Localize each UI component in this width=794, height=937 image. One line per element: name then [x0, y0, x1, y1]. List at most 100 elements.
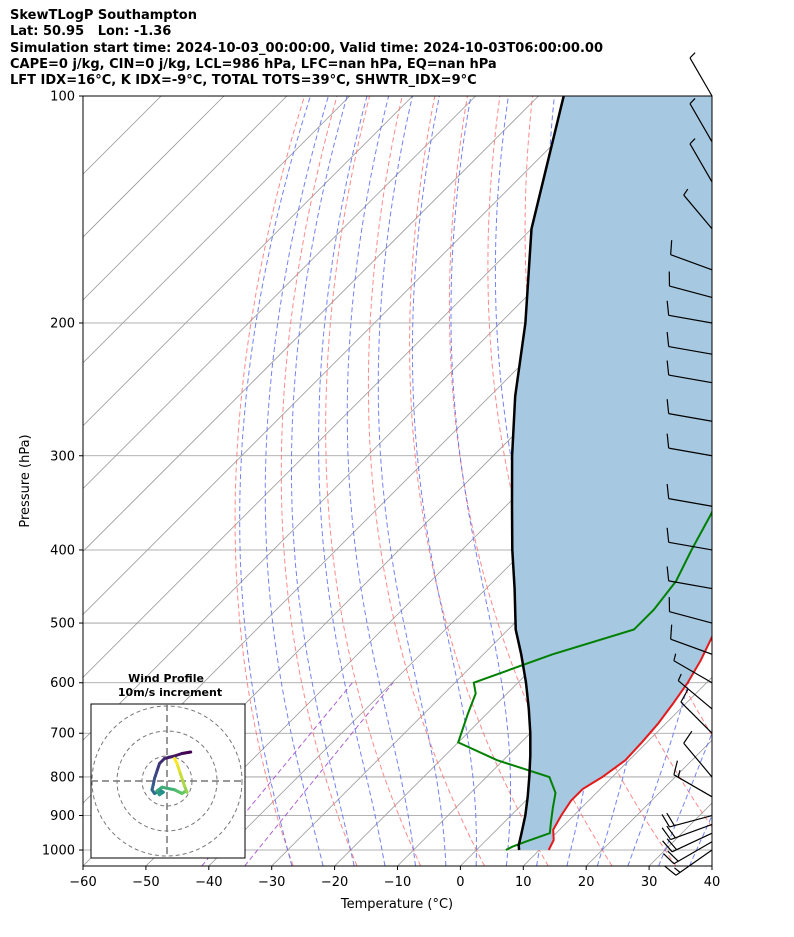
wind-barb	[666, 399, 713, 422]
wind-barb-flag	[670, 240, 673, 255]
wind-barb-staff	[689, 103, 713, 143]
wind-barb	[670, 240, 713, 271]
x-tick-label: −60	[69, 875, 96, 890]
wind-barb-flag	[680, 689, 689, 703]
y-tick-label: 700	[50, 727, 75, 742]
wind-barb-staff	[668, 374, 713, 384]
hodograph-plot	[91, 704, 245, 858]
dry-adiabat	[487, 96, 677, 866]
chart-title-location: Lat: 50.95 Lon: -1.36	[10, 24, 172, 40]
wind-barb-half-flag	[683, 188, 689, 196]
hodograph-subtitle: 10m/s increment	[118, 686, 222, 699]
wind-barb-staff	[668, 447, 713, 457]
data-layer	[456, 96, 712, 851]
wind-barb-half-flag	[689, 52, 696, 59]
wind-barb-staff	[668, 498, 713, 507]
wind-barb-staff	[689, 57, 713, 97]
wind-barb-half-flag	[689, 138, 696, 145]
dry-adiabat	[280, 96, 358, 866]
wind-barb	[668, 271, 713, 299]
wind-barb	[689, 138, 713, 183]
wind-barb-half-flag	[689, 98, 696, 105]
wind-barb-staff	[668, 345, 713, 355]
wind-barb-staff	[670, 254, 713, 271]
wind-barb-flag	[670, 624, 673, 640]
wind-barb	[668, 597, 713, 624]
wind-barb	[666, 433, 713, 457]
wind-barb-staff	[668, 580, 713, 590]
y-tick-label: 900	[50, 809, 75, 824]
wind-barb-staff	[668, 541, 713, 551]
wind-barb-flag	[666, 399, 670, 414]
x-tick-label: 20	[578, 875, 595, 890]
wind-barb-staff	[671, 832, 713, 853]
parcel-area-fill	[512, 96, 712, 850]
x-tick-label: −50	[132, 875, 159, 890]
isotherm-line	[83, 96, 602, 615]
wind-barb-flag	[666, 484, 670, 499]
x-tick-label: 40	[704, 875, 721, 890]
wind-barb	[689, 98, 713, 143]
isotherm-line	[711, 865, 712, 866]
wind-barb	[689, 52, 713, 97]
wind-barb-flag	[667, 850, 679, 862]
wind-barb	[666, 360, 713, 384]
wind-barb	[666, 484, 713, 507]
y-tick-label: 200	[50, 316, 75, 331]
hodograph-segment	[173, 757, 179, 765]
parcel-line	[510, 96, 565, 851]
moist-adiabat	[450, 96, 511, 866]
wind-barb-flag	[666, 825, 676, 839]
moist-adiabat	[377, 96, 447, 866]
wind-barb	[673, 760, 713, 798]
moist-adiabat	[411, 96, 477, 866]
dewpoint-line	[456, 509, 712, 851]
isotherm-line	[334, 488, 712, 866]
moist-adiabat	[318, 96, 386, 866]
wind-barb-staff	[675, 849, 713, 876]
wind-barb-flag	[666, 812, 675, 826]
wind-barb-staff	[673, 774, 713, 798]
dry-adiabat	[728, 96, 794, 866]
mixing-ratio-line	[244, 682, 394, 866]
x-tick-label: −40	[195, 875, 222, 890]
y-tick-label: 500	[50, 617, 75, 632]
dry-adiabat	[325, 96, 422, 866]
chart-title-times: Simulation start time: 2024-10-03_00:00:…	[10, 40, 603, 56]
axis-layer: −60 −50 −40 −30 −20 −10 0 10 20 30 40 1000 900 800 700…	[42, 90, 720, 891]
chart-title-station: SkewTLogP Southampton	[10, 8, 197, 23]
wind-barb-staff	[668, 413, 713, 422]
isotherm-line	[83, 96, 539, 553]
y-tick-label: 400	[50, 543, 75, 558]
wind-barb	[666, 566, 713, 590]
wind-barb	[664, 849, 713, 876]
wind-barb-flag	[666, 360, 670, 376]
wind-barb-flag	[683, 730, 693, 744]
moist-adiabat	[720, 96, 794, 866]
wind-barb-half-flag	[677, 770, 681, 778]
wind-barb	[663, 841, 713, 865]
x-tick-label: 10	[515, 875, 532, 890]
wind-barb	[677, 673, 713, 710]
wind-barb	[683, 188, 713, 230]
wind-barb	[666, 300, 713, 324]
moist-adiabat	[264, 96, 329, 866]
y-tick-label: 1000	[42, 844, 75, 859]
wind-barb-staff	[680, 701, 713, 734]
wind-barb-staff	[670, 823, 713, 841]
moist-adiabat	[239, 96, 311, 866]
temperature-line	[547, 634, 712, 851]
x-tick-label: 30	[641, 875, 658, 890]
wind-barb	[670, 624, 713, 655]
wind-barb-flag	[666, 300, 670, 316]
hodograph-title: Wind Profile	[128, 672, 204, 685]
wind-barb-half-flag	[677, 673, 682, 681]
isotherm-line	[397, 550, 712, 866]
moist-adiabat	[346, 96, 416, 866]
wind-barb	[662, 832, 713, 853]
dry-adiabat	[524, 96, 712, 829]
moist-adiabat	[658, 731, 712, 866]
dry-adiabat	[367, 96, 485, 866]
hodograph-segment	[163, 754, 176, 760]
